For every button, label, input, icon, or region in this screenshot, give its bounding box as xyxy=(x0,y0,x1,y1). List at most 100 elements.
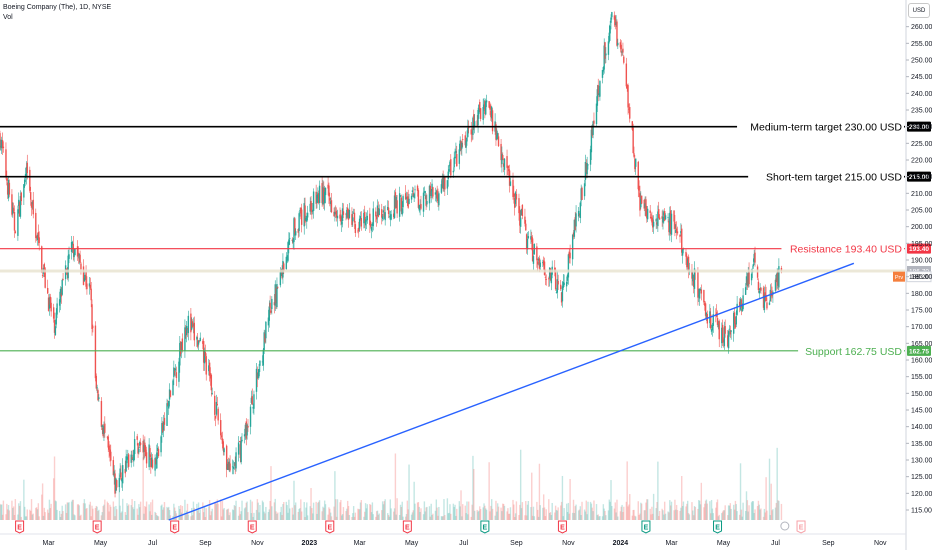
candle-body xyxy=(669,210,672,234)
volume-bar xyxy=(101,512,103,520)
earnings-event-icon[interactable]: E xyxy=(713,520,723,534)
volume-bar xyxy=(616,499,618,520)
candle-body xyxy=(184,327,186,352)
volume-bar xyxy=(214,501,217,520)
volume-bar xyxy=(575,504,577,520)
levels-layer[interactable]: Medium-term target 230.00 USD 230.00 Short… xyxy=(0,120,932,521)
volume-bar xyxy=(736,511,738,520)
volume-bar xyxy=(464,505,466,520)
candle-body xyxy=(604,42,606,59)
candle-body xyxy=(640,195,643,204)
volume-bar xyxy=(621,504,623,520)
candle-body xyxy=(733,313,735,334)
candle-body xyxy=(393,195,396,219)
earnings-event-icon[interactable]: E xyxy=(641,520,651,534)
volume-bar xyxy=(387,515,390,520)
volume-bar xyxy=(83,499,86,520)
candle-body xyxy=(627,85,629,108)
volume-bar xyxy=(428,506,431,520)
volume-bar xyxy=(161,504,163,520)
earnings-event-icon[interactable]: E xyxy=(402,520,412,534)
volume-bar xyxy=(31,514,34,520)
candle-body xyxy=(381,209,383,218)
candle-body xyxy=(387,206,389,210)
volume-bar xyxy=(214,501,216,520)
volume-bar xyxy=(68,502,70,520)
earnings-event-icon[interactable]: E xyxy=(15,520,25,534)
volume-bar xyxy=(310,488,312,520)
candle-body xyxy=(649,210,651,213)
candle-body xyxy=(638,185,640,191)
volume-bar xyxy=(269,500,271,520)
volume-bar xyxy=(76,504,79,520)
label-background xyxy=(781,242,904,255)
candle-body xyxy=(557,280,559,285)
volume-bar xyxy=(281,514,283,520)
candle-body xyxy=(168,400,170,409)
candle-body xyxy=(703,290,705,303)
volume-bar xyxy=(169,515,172,520)
candle-body xyxy=(191,322,193,330)
volume-bar xyxy=(50,503,52,520)
volume-bar xyxy=(341,515,343,520)
y-tick-label: 210.00 xyxy=(911,191,932,198)
volume-bar xyxy=(238,506,241,520)
candle-body xyxy=(155,458,157,465)
candle-body xyxy=(512,179,514,197)
candle-body xyxy=(233,462,236,464)
earnings-event-icon[interactable]: E xyxy=(170,520,180,534)
volume-bar xyxy=(103,504,105,520)
volume-bar xyxy=(208,506,210,520)
candle-body xyxy=(83,278,86,282)
time-axis[interactable]: Mar May Jul Sep Nov 2023 Mar May Jul Sep Nov 2024 Ma… xyxy=(0,533,906,547)
volume-bar xyxy=(339,502,341,520)
earnings-event-icon[interactable]: E xyxy=(796,520,806,534)
volume-bar xyxy=(663,514,665,520)
volume-bar xyxy=(125,514,127,520)
earnings-event-icon[interactable]: E xyxy=(247,520,257,534)
candle-body xyxy=(563,282,565,285)
candle-body xyxy=(645,199,647,217)
candle-body xyxy=(335,211,337,213)
candle-body xyxy=(54,326,57,336)
volume-bar xyxy=(477,511,479,520)
volume-bar xyxy=(185,510,188,520)
candle-body xyxy=(312,209,314,212)
volume-bar xyxy=(369,504,372,520)
candle-body xyxy=(376,205,379,217)
y-tick-label: 260.00 xyxy=(911,24,932,31)
volume-bar xyxy=(295,502,297,520)
earnings-event-icon[interactable]: E xyxy=(557,520,567,534)
candle-body xyxy=(640,198,642,208)
volume-bar xyxy=(209,515,212,520)
volume-bar xyxy=(459,506,461,520)
candle-body xyxy=(435,193,438,195)
price-tag-text: 230.00 xyxy=(909,124,929,131)
candle-body xyxy=(208,362,211,376)
candle-body xyxy=(108,445,110,450)
volume-bar xyxy=(444,515,446,520)
volume-bar xyxy=(436,507,438,520)
volume-bar xyxy=(264,513,266,520)
candles-layer[interactable] xyxy=(0,11,783,498)
candle-body xyxy=(545,279,547,280)
currency-button[interactable]: USD xyxy=(908,3,930,18)
candle-body xyxy=(507,166,509,169)
candle-body xyxy=(774,279,777,291)
volume-bar xyxy=(253,512,255,520)
y-tick-label: 140.00 xyxy=(911,424,932,431)
price-axis[interactable]: 115.00 120.00 125.00 130.00 135.00 140.00 145.… xyxy=(905,0,932,550)
x-tick-label: 2024 xyxy=(613,540,629,547)
earnings-event-icon[interactable]: E xyxy=(92,520,102,534)
y-tick-label: 195.00 xyxy=(911,241,932,248)
volume-bar xyxy=(727,505,730,520)
candle-body xyxy=(623,56,625,63)
earnings-letter: E xyxy=(327,525,332,532)
volume-bar xyxy=(461,516,463,520)
earnings-event-icon[interactable]: E xyxy=(325,520,335,534)
earnings-event-icon[interactable]: E xyxy=(480,520,490,534)
volume-bar xyxy=(193,507,195,520)
volume-bar xyxy=(479,506,481,520)
